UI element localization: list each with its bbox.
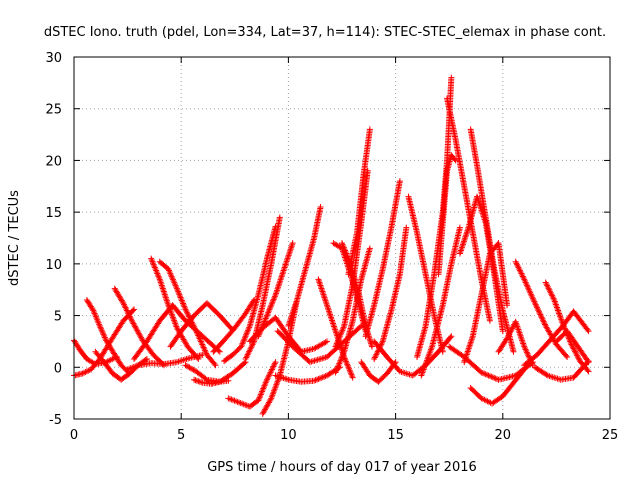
series-track (167, 300, 236, 350)
y-tick-label: 20 (45, 154, 62, 169)
y-tick-label: 15 (45, 206, 62, 221)
series-markers (553, 328, 592, 366)
y-tick-label: 10 (45, 258, 62, 273)
y-tick-label: 25 (45, 103, 62, 118)
series-track (148, 255, 202, 363)
series-track (495, 318, 536, 369)
series-track (446, 343, 536, 383)
series-markers (167, 300, 236, 350)
series-markers (148, 255, 202, 363)
series-markers (461, 240, 511, 366)
series-track (531, 358, 592, 383)
series-markers (191, 376, 232, 387)
series-track (315, 276, 356, 381)
series-track (435, 152, 459, 278)
y-tick-label: 30 (45, 51, 62, 66)
series-markers (467, 126, 517, 355)
series-markers (345, 126, 373, 278)
series-markers (274, 322, 365, 366)
x-tick-label: 0 (70, 428, 78, 443)
data-series (71, 74, 592, 417)
series-track (274, 322, 365, 366)
x-tick-label: 10 (280, 428, 297, 443)
y-axis-label: dSTEC / TECUs (7, 190, 22, 286)
series-track (332, 167, 371, 350)
series-markers (542, 279, 592, 375)
series-track (92, 348, 150, 383)
series-track (225, 359, 279, 410)
y-tick-label: 0 (54, 361, 62, 376)
series-track (542, 279, 592, 375)
series-markers (221, 223, 279, 365)
series-track (83, 297, 133, 377)
series-markers (446, 343, 536, 383)
x-axis-label: GPS time / hours of day 017 of year 2016 (207, 460, 477, 475)
series-track (221, 223, 279, 365)
series-markers (246, 314, 330, 355)
series-markers (225, 359, 279, 410)
series-markers (418, 224, 463, 379)
series-markers (285, 203, 324, 329)
y-tick-label: 5 (54, 310, 62, 325)
series-markers (332, 245, 373, 376)
series-markers (362, 178, 403, 340)
grid (74, 57, 610, 419)
y-tick-label: -5 (49, 413, 62, 428)
series-track (332, 245, 373, 376)
series-track (461, 240, 511, 366)
series-track (553, 328, 592, 366)
series-markers (242, 214, 283, 363)
x-tick-label: 20 (495, 428, 512, 443)
series-track (111, 285, 168, 369)
series-track (418, 224, 463, 379)
series-track (467, 126, 517, 355)
x-tick-label: 25 (602, 428, 619, 443)
series-track (246, 314, 330, 355)
series-markers (315, 276, 356, 381)
axis-ticks: 0 5 10 15 20 25 -5 0 5 10 15 20 25 30 (45, 51, 618, 443)
series-markers (531, 358, 592, 383)
series-markers (495, 318, 536, 369)
series-markers (111, 285, 168, 369)
series-markers (210, 297, 258, 355)
series-markers (332, 167, 371, 350)
x-tick-label: 15 (387, 428, 404, 443)
series-track (345, 126, 373, 278)
x-tick-label: 5 (177, 428, 185, 443)
series-track (242, 214, 283, 363)
series-markers (435, 152, 459, 278)
series-track (285, 203, 324, 329)
chart-title: dSTEC Iono. truth (pdel, Lon=334, Lat=37… (44, 25, 606, 40)
series-markers (83, 297, 133, 377)
plot-frame (73, 56, 611, 420)
series-markers (92, 348, 150, 383)
series-track (191, 376, 232, 387)
series-track (210, 297, 258, 355)
series-track (362, 178, 403, 340)
